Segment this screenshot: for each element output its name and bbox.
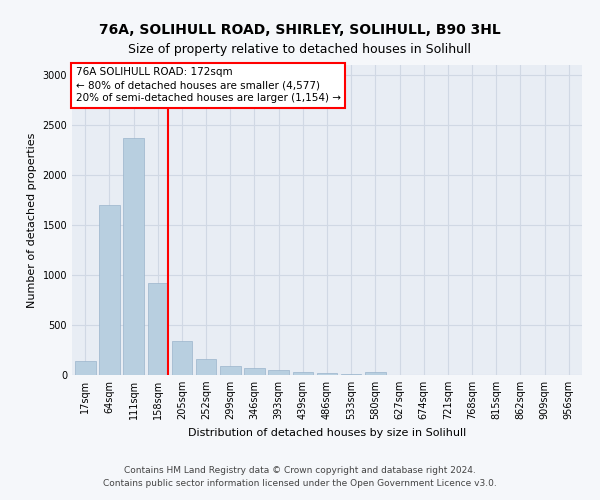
- Bar: [148, 283, 168, 375]
- Bar: [244, 368, 265, 375]
- Bar: [172, 341, 192, 375]
- Text: 76A, SOLIHULL ROAD, SHIRLEY, SOLIHULL, B90 3HL: 76A, SOLIHULL ROAD, SHIRLEY, SOLIHULL, B…: [99, 22, 501, 36]
- X-axis label: Distribution of detached houses by size in Solihull: Distribution of detached houses by size …: [188, 428, 466, 438]
- Bar: [268, 370, 289, 375]
- Bar: [99, 205, 120, 375]
- Bar: [196, 358, 217, 375]
- Bar: [124, 138, 144, 375]
- Bar: [75, 361, 95, 375]
- Text: 76A SOLIHULL ROAD: 172sqm
← 80% of detached houses are smaller (4,577)
20% of se: 76A SOLIHULL ROAD: 172sqm ← 80% of detac…: [76, 67, 341, 104]
- Text: Contains HM Land Registry data © Crown copyright and database right 2024.
Contai: Contains HM Land Registry data © Crown c…: [103, 466, 497, 487]
- Y-axis label: Number of detached properties: Number of detached properties: [27, 132, 37, 308]
- Bar: [365, 372, 386, 375]
- Bar: [220, 366, 241, 375]
- Bar: [293, 372, 313, 375]
- Bar: [317, 373, 337, 375]
- Text: Size of property relative to detached houses in Solihull: Size of property relative to detached ho…: [128, 42, 472, 56]
- Bar: [341, 374, 361, 375]
